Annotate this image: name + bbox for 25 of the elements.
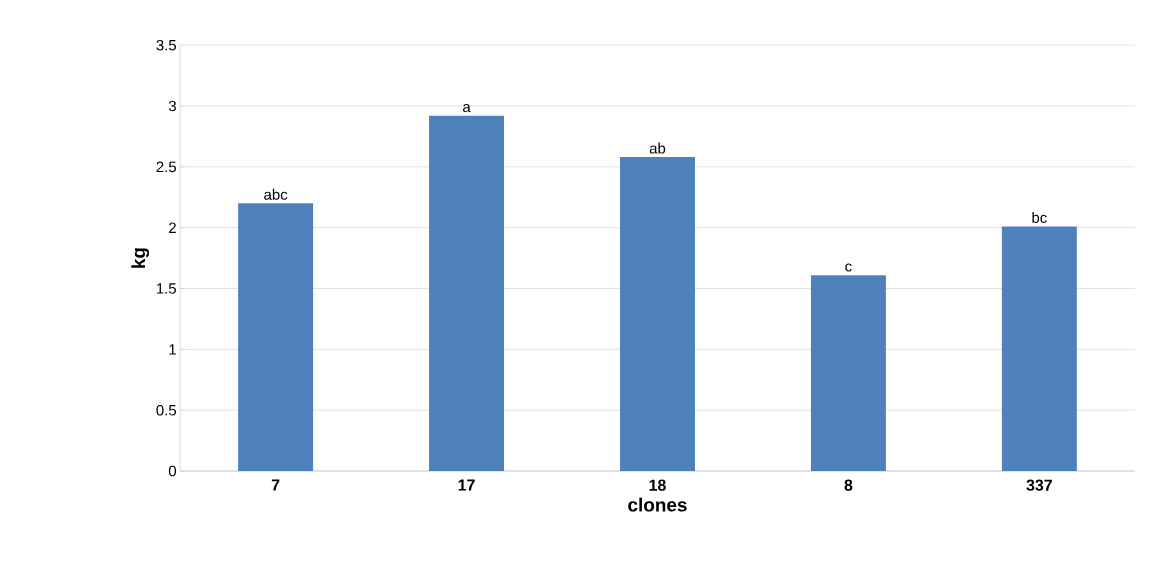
bar — [1001, 226, 1077, 471]
x-tick-label: 18 — [649, 479, 666, 491]
y-tick-label: 0.5 — [156, 404, 176, 416]
annotation: ab — [649, 142, 666, 154]
annotation: abc — [264, 188, 288, 200]
x-tick-label: 7 — [271, 479, 280, 491]
x-tick-label: 8 — [844, 479, 853, 491]
bar — [429, 115, 505, 471]
annotation: a — [463, 103, 471, 113]
y-tick-label: 3 — [168, 100, 176, 112]
y-tick-label: 2.5 — [156, 161, 176, 173]
y-axis-title: kg — [131, 248, 150, 268]
y-tick-label: 2 — [169, 222, 176, 233]
bar — [810, 275, 886, 471]
annotation: bc — [1032, 211, 1047, 223]
annotation: c — [845, 263, 852, 272]
bar — [238, 203, 314, 471]
y-tick-label: 3.5 — [156, 39, 176, 51]
x-tick-label: 337 — [1026, 479, 1052, 491]
y-tick-label: 0 — [168, 465, 177, 477]
bar — [619, 157, 695, 471]
x-axis-title: clones — [628, 497, 687, 512]
y-tick-label: 1 — [169, 344, 176, 355]
x-tick-label: 17 — [458, 479, 475, 491]
y-tick-label: 1.5 — [157, 283, 176, 294]
